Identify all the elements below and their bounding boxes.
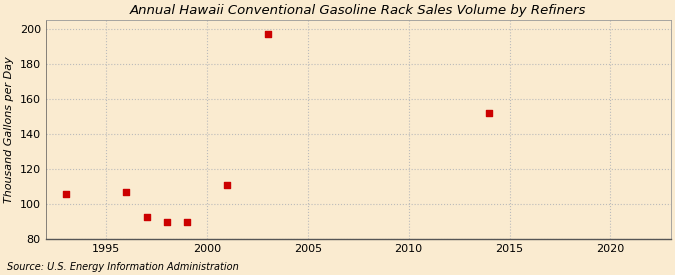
Text: Source: U.S. Energy Information Administration: Source: U.S. Energy Information Administ… (7, 262, 238, 272)
Title: Annual Hawaii Conventional Gasoline Rack Sales Volume by Refiners: Annual Hawaii Conventional Gasoline Rack… (130, 4, 587, 17)
Y-axis label: Thousand Gallons per Day: Thousand Gallons per Day (4, 56, 14, 203)
Point (262, 32, 273, 36)
Point (222, 183, 233, 187)
Point (182, 220, 192, 224)
Point (121, 190, 132, 194)
Point (484, 111, 495, 115)
Point (161, 220, 172, 224)
Point (141, 214, 152, 219)
Point (61, 192, 72, 196)
